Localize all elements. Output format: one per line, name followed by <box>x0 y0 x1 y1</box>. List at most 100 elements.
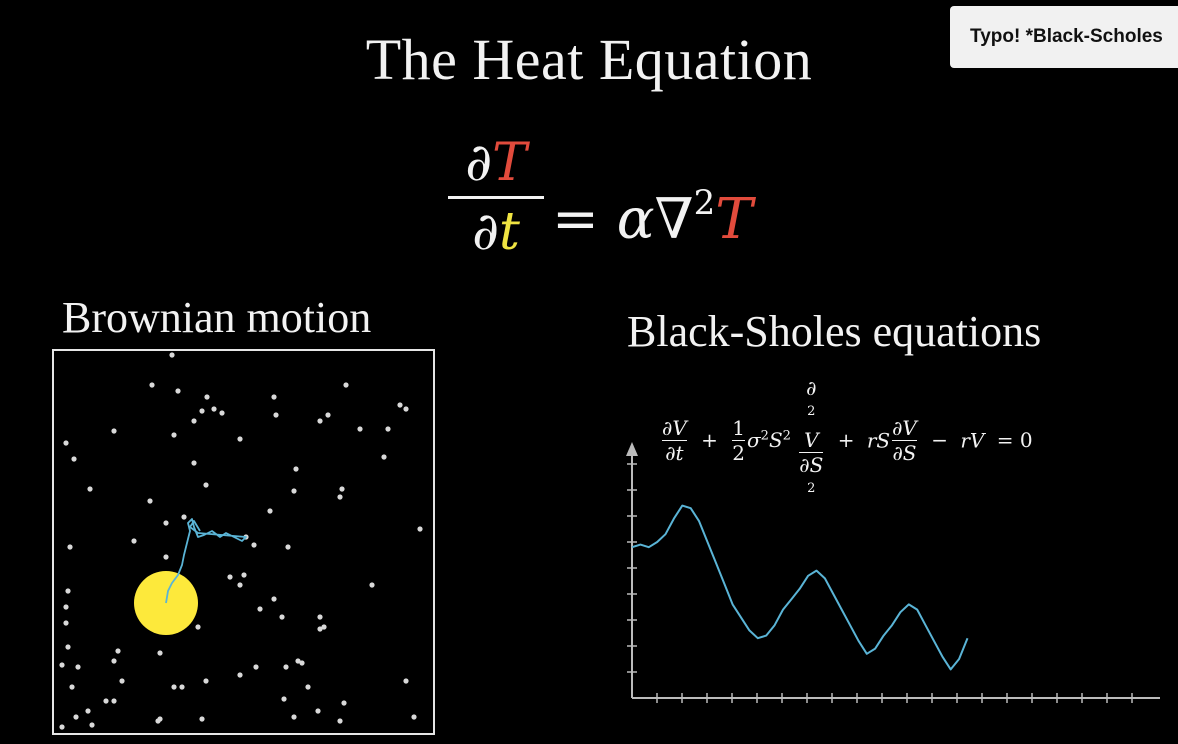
gas-particle <box>339 486 345 492</box>
gas-particle <box>385 426 391 432</box>
gas-particle <box>115 648 121 654</box>
gas-particle <box>341 700 347 706</box>
heat-equation-numerator: ∂T <box>448 132 544 194</box>
black-scholes-label: Black-Sholes equations <box>627 307 1042 356</box>
gas-particle <box>273 412 279 418</box>
gas-particle <box>163 520 169 526</box>
gas-particle <box>211 406 217 412</box>
gas-particle <box>175 388 181 394</box>
gas-particle <box>171 432 177 438</box>
gas-particle <box>103 698 109 704</box>
gas-particle <box>59 662 65 668</box>
gas-particle <box>299 660 305 666</box>
gas-particle <box>67 544 73 550</box>
fraction-dv-ds: ∂V ∂S <box>892 415 917 465</box>
gas-particle <box>279 614 285 620</box>
gas-particle <box>199 716 205 722</box>
gas-particle <box>75 664 81 670</box>
gas-particle <box>157 650 163 656</box>
page-title: The Heat Equation <box>365 27 813 92</box>
gas-particle <box>219 410 225 416</box>
alpha-laplacian: α∇ <box>616 187 694 252</box>
gas-particle <box>203 678 209 684</box>
gas-particle <box>403 678 409 684</box>
temperature-variable: T <box>492 133 527 193</box>
black-scholes-price-chart <box>600 440 1178 720</box>
gas-particle <box>171 684 177 690</box>
gas-particle <box>381 454 387 460</box>
gas-particle <box>337 718 343 724</box>
fraction-bar <box>732 439 746 442</box>
brownian-motion-label: Brownian motion <box>62 293 372 342</box>
gas-particle <box>241 572 247 578</box>
gas-particle <box>63 604 69 610</box>
sigma-squared: σ2S2 <box>747 428 791 452</box>
gas-particle <box>63 440 69 446</box>
exponent: 2 <box>807 404 816 419</box>
gas-particle <box>271 394 277 400</box>
gas-particle <box>411 714 417 720</box>
gas-particle <box>237 672 243 678</box>
fraction-numerator: ∂V <box>662 415 687 440</box>
gas-particle <box>251 542 257 548</box>
gas-particle <box>204 394 210 400</box>
gas-particle <box>65 644 71 650</box>
gas-particle <box>285 544 291 550</box>
minus-sign: − <box>931 428 949 453</box>
gas-particle <box>293 466 299 472</box>
gas-particle <box>147 498 153 504</box>
gas-particle <box>191 418 197 424</box>
fraction-bar <box>892 439 917 442</box>
fraction-denominator: ∂S 2 <box>799 453 823 505</box>
brownian-motion-canvas <box>59 352 423 730</box>
gas-particle <box>199 408 205 414</box>
y-axis-arrow <box>626 442 638 456</box>
exponent: 2 <box>760 428 769 444</box>
gas-particle <box>253 664 259 670</box>
heat-equation-fraction: ∂T ∂t <box>448 132 544 263</box>
exponent: 2 <box>693 183 716 223</box>
gas-particle <box>169 352 175 358</box>
gas-particle <box>369 582 375 588</box>
heat-equation-denominator: ∂t <box>448 201 544 263</box>
v-variable: V <box>804 427 819 452</box>
gas-particle <box>337 494 343 500</box>
fraction-bar <box>799 451 824 454</box>
equals-zero: = 0 <box>996 428 1033 453</box>
gas-particle <box>295 658 301 664</box>
gas-particle <box>85 708 91 714</box>
gas-particle <box>237 436 243 442</box>
fraction-numerator: ∂ 2 V <box>799 376 823 452</box>
gas-particle <box>403 406 409 412</box>
gas-particle <box>87 486 93 492</box>
heat-equation-rhs: = α∇2T <box>552 172 753 251</box>
gas-particle <box>65 588 71 594</box>
gas-particle <box>397 402 403 408</box>
exponent: 2 <box>807 481 816 497</box>
gas-particle <box>271 596 277 602</box>
price-chart-svg <box>626 442 1178 704</box>
gas-particle <box>325 412 331 418</box>
gas-particle <box>179 684 185 690</box>
gas-particle <box>317 614 323 620</box>
gas-particle <box>71 456 77 462</box>
gas-particle <box>321 624 327 630</box>
gas-particle <box>315 708 321 714</box>
partial-symbol: ∂ <box>465 133 493 193</box>
gas-particle <box>69 684 75 690</box>
fraction-denominator: ∂t <box>665 441 684 466</box>
gas-particle <box>237 582 243 588</box>
equals-sign: = <box>552 187 599 252</box>
gas-particle <box>111 658 117 664</box>
fraction-numerator: ∂V <box>892 415 917 440</box>
gas-particle <box>317 626 323 632</box>
price-series-line <box>631 504 969 671</box>
gas-particle <box>343 382 349 388</box>
gas-particle <box>291 488 297 494</box>
gas-particle <box>283 664 289 670</box>
gas-particle <box>111 698 117 704</box>
gas-particle <box>281 696 287 702</box>
typo-annotation-card[interactable]: Typo! *Black-Scholes <box>950 6 1178 68</box>
gas-particle <box>203 482 209 488</box>
